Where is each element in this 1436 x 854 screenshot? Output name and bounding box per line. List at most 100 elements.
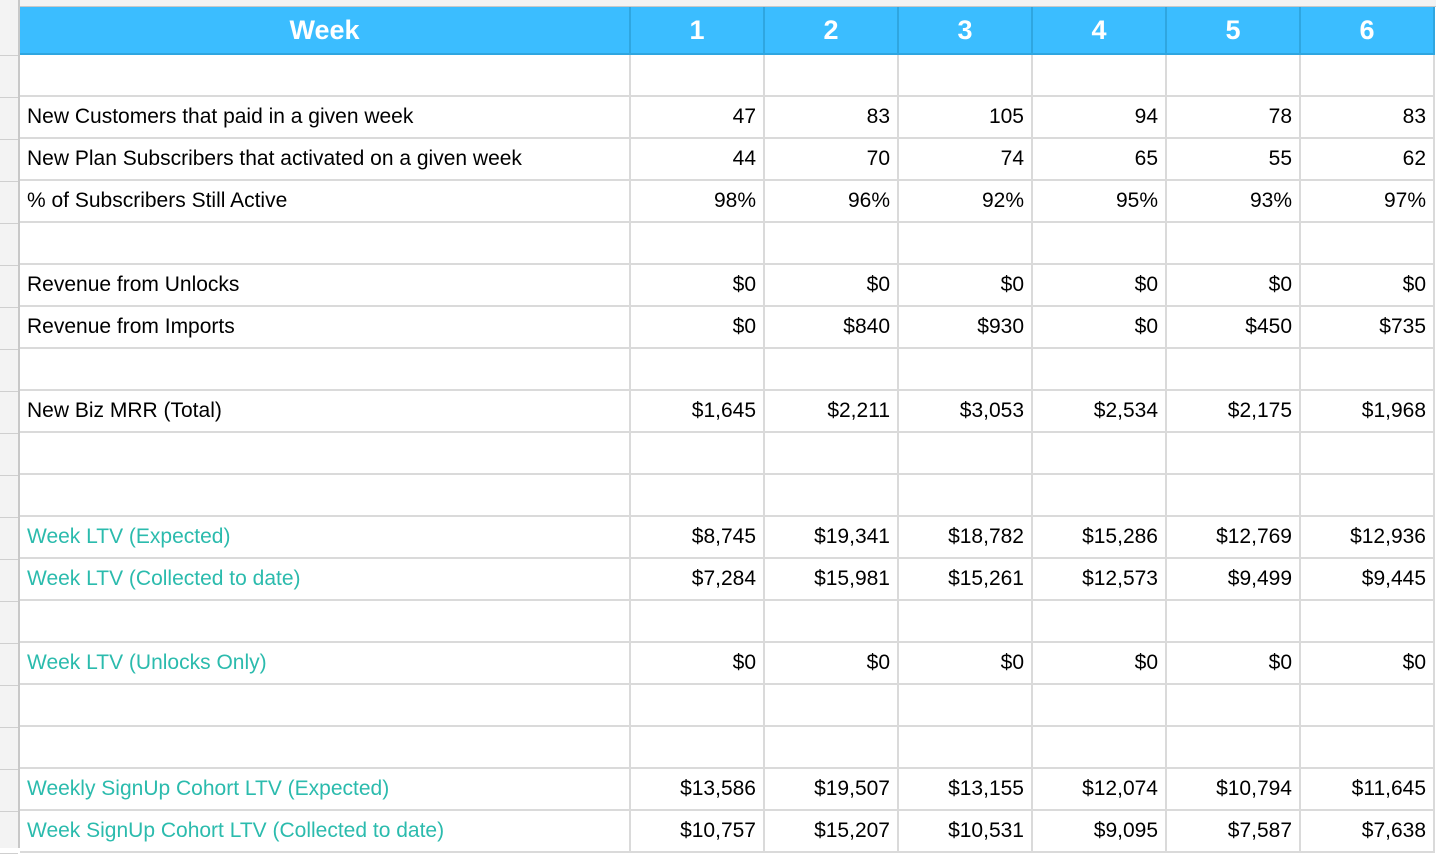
value-cell-week-1[interactable] [631, 475, 765, 515]
value-cell-week-2[interactable]: $19,507 [765, 769, 899, 809]
value-cell-week-3[interactable]: $15,261 [899, 559, 1033, 599]
value-cell-week-6[interactable] [1301, 727, 1435, 767]
value-cell-week-2[interactable]: 96% [765, 181, 899, 221]
value-cell-week-4[interactable]: $12,573 [1033, 559, 1167, 599]
value-cell-week-6[interactable] [1301, 223, 1435, 263]
row-label-cell[interactable]: New Customers that paid in a given week [20, 97, 631, 137]
value-cell-week-5[interactable]: 55 [1167, 139, 1301, 179]
value-cell-week-4[interactable]: $2,534 [1033, 391, 1167, 431]
value-cell-week-5[interactable]: $10,794 [1167, 769, 1301, 809]
row-label-cell[interactable] [20, 55, 631, 95]
row-label-cell[interactable]: Week SignUp Cohort LTV (Collected to dat… [20, 811, 631, 851]
header-cell-week-5[interactable]: 5 [1167, 7, 1301, 53]
value-cell-week-2[interactable] [765, 601, 899, 641]
header-cell-week-3[interactable]: 3 [899, 7, 1033, 53]
value-cell-week-5[interactable] [1167, 223, 1301, 263]
value-cell-week-2[interactable]: 70 [765, 139, 899, 179]
value-cell-week-6[interactable] [1301, 55, 1435, 95]
value-cell-week-2[interactable] [765, 223, 899, 263]
value-cell-week-5[interactable]: $0 [1167, 643, 1301, 683]
value-cell-week-4[interactable] [1033, 685, 1167, 725]
value-cell-week-5[interactable]: $0 [1167, 265, 1301, 305]
value-cell-week-1[interactable]: $1,645 [631, 391, 765, 431]
value-cell-week-1[interactable]: $0 [631, 307, 765, 347]
header-cell-week[interactable]: Week [20, 7, 631, 53]
value-cell-week-1[interactable] [631, 349, 765, 389]
value-cell-week-1[interactable]: $0 [631, 643, 765, 683]
value-cell-week-5[interactable] [1167, 475, 1301, 515]
value-cell-week-6[interactable]: 83 [1301, 97, 1435, 137]
row-label-cell[interactable] [20, 475, 631, 515]
value-cell-week-3[interactable]: $0 [899, 643, 1033, 683]
header-cell-week-1[interactable]: 1 [631, 7, 765, 53]
value-cell-week-6[interactable]: $1,968 [1301, 391, 1435, 431]
value-cell-week-1[interactable] [631, 55, 765, 95]
value-cell-week-5[interactable]: $7,587 [1167, 811, 1301, 851]
value-cell-week-2[interactable]: $15,981 [765, 559, 899, 599]
value-cell-week-6[interactable] [1301, 433, 1435, 473]
value-cell-week-4[interactable] [1033, 55, 1167, 95]
value-cell-week-6[interactable] [1301, 475, 1435, 515]
header-cell-week-6[interactable]: 6 [1301, 7, 1435, 53]
row-label-cell[interactable] [20, 601, 631, 641]
row-label-cell[interactable]: Revenue from Unlocks [20, 265, 631, 305]
value-cell-week-6[interactable]: $0 [1301, 643, 1435, 683]
value-cell-week-5[interactable]: $450 [1167, 307, 1301, 347]
value-cell-week-2[interactable] [765, 55, 899, 95]
value-cell-week-5[interactable] [1167, 349, 1301, 389]
value-cell-week-3[interactable]: $18,782 [899, 517, 1033, 557]
row-label-cell[interactable]: Week LTV (Collected to date) [20, 559, 631, 599]
value-cell-week-2[interactable] [765, 433, 899, 473]
value-cell-week-4[interactable]: 94 [1033, 97, 1167, 137]
value-cell-week-3[interactable]: $930 [899, 307, 1033, 347]
value-cell-week-6[interactable] [1301, 601, 1435, 641]
value-cell-week-5[interactable]: $12,769 [1167, 517, 1301, 557]
value-cell-week-4[interactable] [1033, 475, 1167, 515]
value-cell-week-4[interactable]: $9,095 [1033, 811, 1167, 851]
value-cell-week-1[interactable] [631, 601, 765, 641]
value-cell-week-3[interactable]: $0 [899, 265, 1033, 305]
value-cell-week-5[interactable]: $9,499 [1167, 559, 1301, 599]
value-cell-week-5[interactable]: 93% [1167, 181, 1301, 221]
value-cell-week-6[interactable]: $735 [1301, 307, 1435, 347]
value-cell-week-1[interactable]: 47 [631, 97, 765, 137]
value-cell-week-1[interactable] [631, 433, 765, 473]
value-cell-week-2[interactable]: $840 [765, 307, 899, 347]
value-cell-week-1[interactable]: 98% [631, 181, 765, 221]
value-cell-week-3[interactable] [899, 475, 1033, 515]
value-cell-week-6[interactable]: $7,638 [1301, 811, 1435, 851]
row-label-cell[interactable] [20, 433, 631, 473]
row-label-cell[interactable] [20, 223, 631, 263]
value-cell-week-1[interactable] [631, 223, 765, 263]
value-cell-week-2[interactable]: $15,207 [765, 811, 899, 851]
value-cell-week-4[interactable] [1033, 601, 1167, 641]
value-cell-week-2[interactable] [765, 349, 899, 389]
value-cell-week-3[interactable] [899, 727, 1033, 767]
value-cell-week-6[interactable]: 97% [1301, 181, 1435, 221]
value-cell-week-3[interactable] [899, 433, 1033, 473]
row-label-cell[interactable]: Weekly SignUp Cohort LTV (Expected) [20, 769, 631, 809]
header-cell-week-4[interactable]: 4 [1033, 7, 1167, 53]
row-label-cell[interactable]: Week LTV (Expected) [20, 517, 631, 557]
value-cell-week-4[interactable]: $0 [1033, 307, 1167, 347]
value-cell-week-6[interactable]: $12,936 [1301, 517, 1435, 557]
row-label-cell[interactable] [20, 349, 631, 389]
value-cell-week-2[interactable]: 83 [765, 97, 899, 137]
row-label-cell[interactable]: % of Subscribers Still Active [20, 181, 631, 221]
row-label-cell[interactable]: New Plan Subscribers that activated on a… [20, 139, 631, 179]
value-cell-week-4[interactable]: $0 [1033, 265, 1167, 305]
value-cell-week-6[interactable]: $11,645 [1301, 769, 1435, 809]
value-cell-week-3[interactable] [899, 55, 1033, 95]
row-label-cell[interactable]: New Biz MRR (Total) [20, 391, 631, 431]
value-cell-week-1[interactable] [631, 685, 765, 725]
value-cell-week-1[interactable]: $0 [631, 265, 765, 305]
value-cell-week-2[interactable]: $19,341 [765, 517, 899, 557]
value-cell-week-5[interactable] [1167, 685, 1301, 725]
value-cell-week-4[interactable]: 65 [1033, 139, 1167, 179]
value-cell-week-4[interactable]: $12,074 [1033, 769, 1167, 809]
value-cell-week-2[interactable]: $0 [765, 643, 899, 683]
value-cell-week-3[interactable] [899, 223, 1033, 263]
value-cell-week-3[interactable] [899, 685, 1033, 725]
value-cell-week-6[interactable]: 62 [1301, 139, 1435, 179]
value-cell-week-3[interactable] [899, 601, 1033, 641]
